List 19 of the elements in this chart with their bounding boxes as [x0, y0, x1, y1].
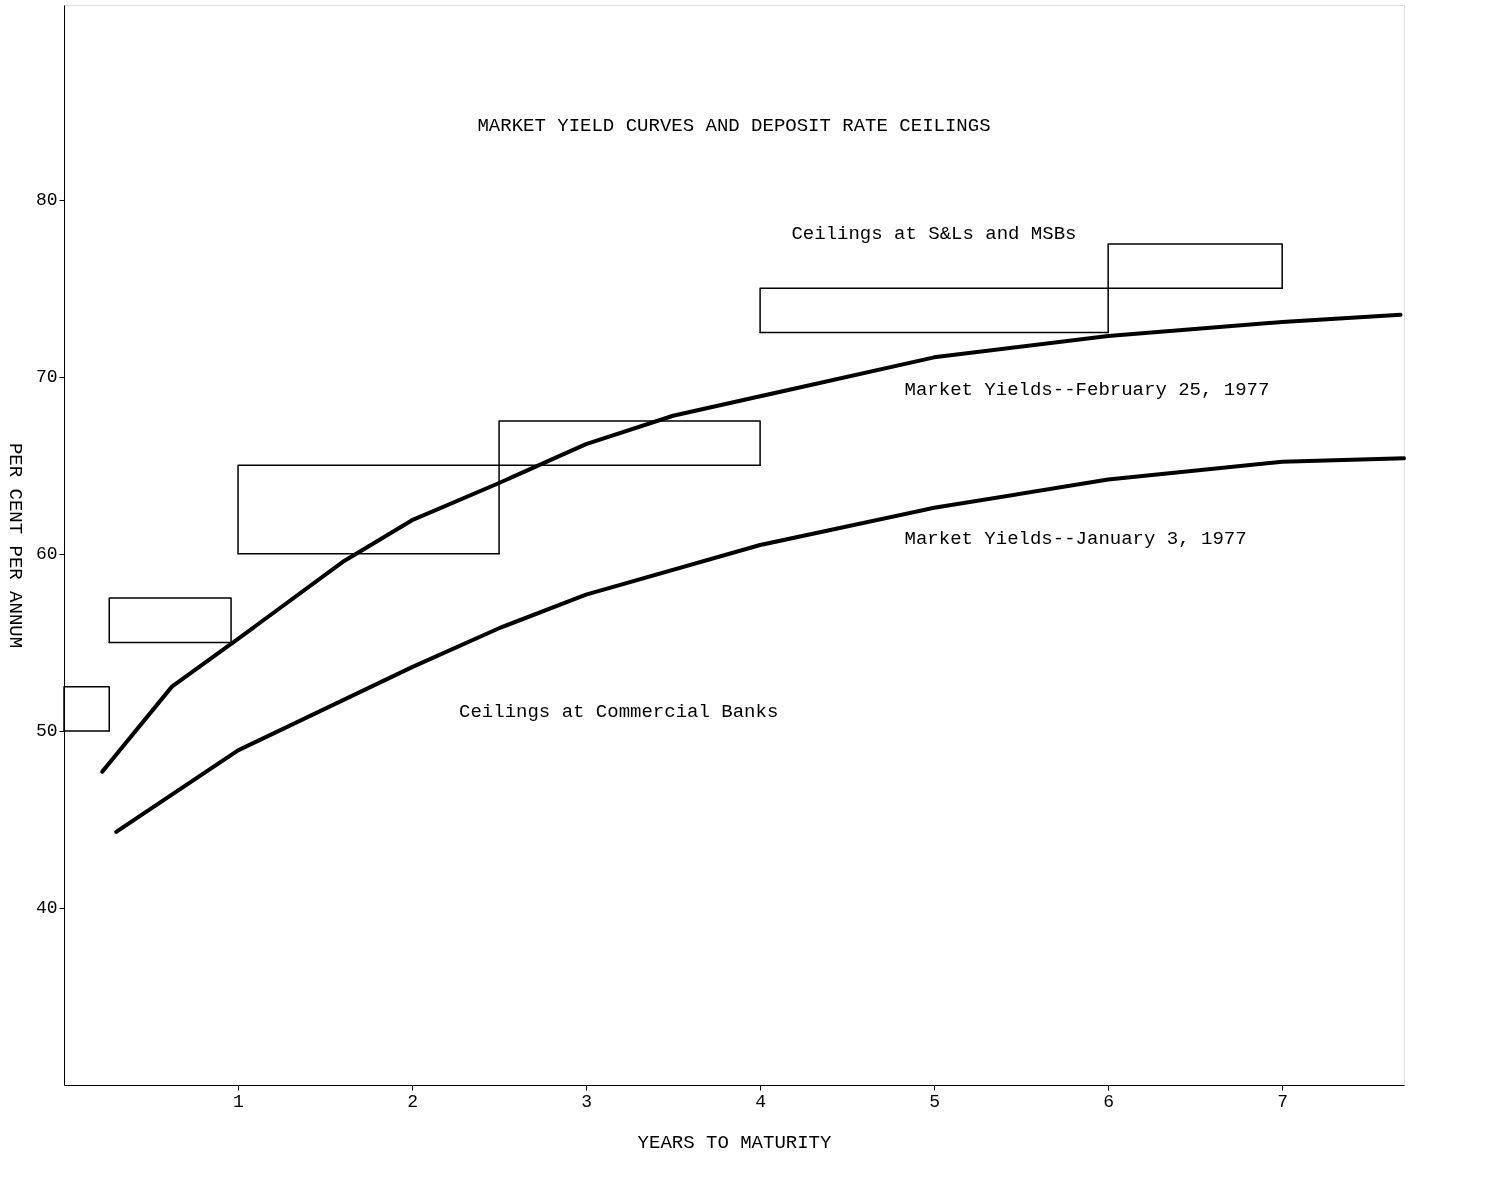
x-axis-title: YEARS TO MATURITY	[637, 1131, 833, 1154]
y-tick-label: 70	[35, 367, 58, 388]
text: MARKET YIELD CURVES AND DEPOSIT RATE CEILINGS	[477, 115, 991, 137]
y-tick-label: 50	[35, 721, 58, 742]
annotation: Market Yields--February 25, 1977	[904, 379, 1270, 402]
x-tick-label: 1	[233, 1091, 244, 1112]
y-tick-label: 80	[35, 190, 58, 211]
x-tick-label: 6	[1103, 1091, 1115, 1112]
y-axis-title: PER CENT PER ANNUM	[3, 442, 26, 649]
annotation: Ceilings at Commercial Banks	[459, 701, 779, 724]
x-tick-label: 4	[755, 1091, 767, 1112]
y-tick-label: 40	[35, 898, 58, 919]
x-tick-label: 2	[407, 1091, 418, 1112]
x-tick-label: 5	[929, 1091, 941, 1112]
x-tick-label: 3	[581, 1091, 592, 1112]
annotation: Market Yields--January 3, 1977	[904, 527, 1247, 550]
y-tick-label: 60	[35, 544, 58, 565]
x-tick-label: 7	[1277, 1091, 1289, 1112]
annotation: Ceilings at S&Ls and MSBs	[791, 223, 1077, 246]
